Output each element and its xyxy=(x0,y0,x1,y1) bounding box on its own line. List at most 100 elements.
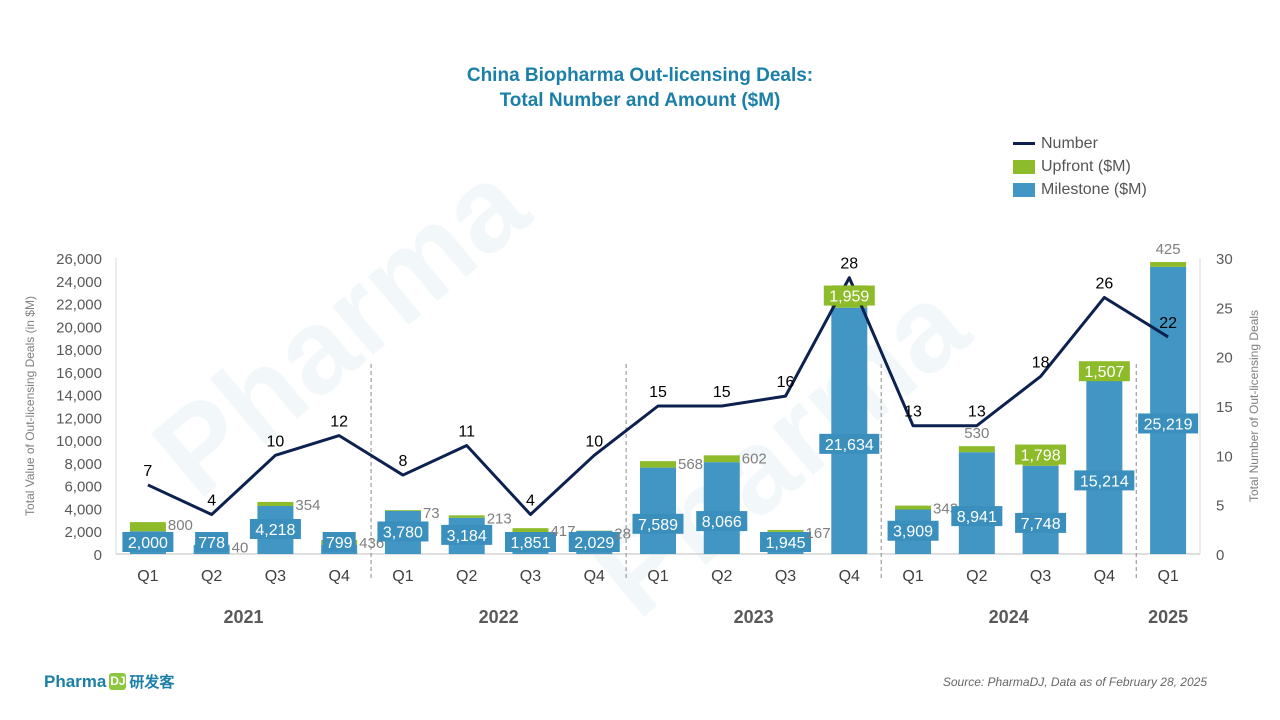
milestone-value-label-bg xyxy=(1015,512,1067,533)
x-tick-label: Q2 xyxy=(711,568,732,585)
y2-tick-label: 0 xyxy=(1216,547,1224,564)
milestone-value-label-bg xyxy=(696,511,748,532)
source-note: Source: PharmaDJ, Data as of February 28… xyxy=(942,675,1207,689)
upfront-value-label: 73 xyxy=(423,505,440,522)
milestone-value-label: 3,780 xyxy=(383,524,423,541)
y-tick-label: 26,000 xyxy=(56,251,102,268)
y-tick-label: 0 xyxy=(94,547,102,564)
legend-number-label: Number xyxy=(1041,134,1098,152)
upfront-bar xyxy=(129,522,166,532)
x-tick-label: Q2 xyxy=(456,568,477,585)
upfront-value-label: 1,959 xyxy=(829,289,869,306)
upfront-value-label: 28 xyxy=(614,526,631,543)
chart-title-line2: Total Number and Amount ($M) xyxy=(499,90,781,111)
milestone-value-label-bg xyxy=(504,532,556,552)
upfront-value-label: 1,507 xyxy=(1084,364,1124,381)
upfront-bar xyxy=(958,446,995,453)
x-tick-label: Q2 xyxy=(966,568,987,585)
pharmadj-logo: Pharma DJ 研发客 xyxy=(44,671,174,692)
y-tick-label: 22,000 xyxy=(56,297,102,314)
milestone-bar xyxy=(958,452,995,554)
legend-item-number: Number xyxy=(1013,132,1147,155)
y2-tick-label: 5 xyxy=(1216,498,1224,515)
x-tick-label: Q2 xyxy=(201,568,222,585)
upfront-bar xyxy=(895,505,932,510)
y2-tick-label: 15 xyxy=(1216,399,1233,416)
number-value-label: 4 xyxy=(207,493,216,510)
x-tick-label: Q1 xyxy=(392,568,413,585)
legend-number-line xyxy=(1013,142,1035,145)
upfront-value-label: 40 xyxy=(232,540,249,557)
milestone-value-label: 7,748 xyxy=(1021,516,1061,533)
legend-upfront-label: Upfront ($M) xyxy=(1041,157,1131,175)
number-value-label: 11 xyxy=(458,423,475,440)
milestone-bar xyxy=(1150,266,1187,554)
y-tick-label: 2,000 xyxy=(64,524,102,541)
upfront-bar xyxy=(448,515,485,518)
upfront-value-label: 213 xyxy=(487,510,512,527)
milestone-value-label-bg xyxy=(377,521,429,542)
milestone-value-label-bg xyxy=(819,433,880,454)
upfront-value-label: 530 xyxy=(964,425,989,442)
number-value-label: 8 xyxy=(398,453,407,470)
year-label: 2025 xyxy=(1148,607,1188,627)
upfront-bar xyxy=(384,510,421,511)
year-label: 2023 xyxy=(734,607,774,627)
y-tick-label: 18,000 xyxy=(56,342,102,359)
upfront-value-label: 602 xyxy=(742,450,767,467)
milestone-value-label-bg xyxy=(568,532,620,552)
milestone-value-label: 799 xyxy=(326,535,353,552)
number-value-label: 26 xyxy=(1095,275,1113,292)
year-label: 2021 xyxy=(224,607,264,627)
milestone-value-label: 2,000 xyxy=(128,535,168,552)
legend-item-upfront: Upfront ($M) xyxy=(1013,155,1147,178)
y2-axis-title: Total Number of Out-licensing Deals xyxy=(1247,310,1261,502)
milestone-value-label: 25,219 xyxy=(1144,416,1193,433)
milestone-value-label-bg xyxy=(322,532,356,552)
number-value-label: 12 xyxy=(330,414,348,431)
milestone-value-label: 3,909 xyxy=(893,524,933,541)
y-tick-label: 8,000 xyxy=(64,456,102,473)
y-tick-label: 10,000 xyxy=(56,433,102,450)
x-tick-label: Q4 xyxy=(839,568,860,585)
upfront-bar xyxy=(767,529,804,532)
number-value-label: 13 xyxy=(968,404,986,421)
x-tick-label: Q1 xyxy=(1157,568,1178,585)
y2-tick-label: 10 xyxy=(1216,448,1233,465)
milestone-value-label-bg xyxy=(1138,413,1199,434)
x-tick-label: Q4 xyxy=(584,568,605,585)
legend-item-milestone: Milestone ($M) xyxy=(1013,178,1147,201)
number-value-label: 10 xyxy=(585,433,603,450)
milestone-bar xyxy=(831,307,868,554)
upfront-bar xyxy=(257,501,294,506)
number-value-label: 28 xyxy=(840,256,858,273)
x-tick-label: Q3 xyxy=(1030,568,1051,585)
milestone-value-label-bg xyxy=(760,532,812,552)
upfront-bar xyxy=(703,455,740,463)
milestone-value-label: 8,066 xyxy=(702,514,742,531)
upfront-value-label: 800 xyxy=(168,517,193,534)
milestone-value-label: 15,214 xyxy=(1080,473,1129,490)
milestone-bar xyxy=(1022,465,1059,554)
milestone-value-label: 21,634 xyxy=(825,437,874,454)
number-value-label: 10 xyxy=(267,433,285,450)
upfront-bar xyxy=(512,528,549,533)
milestone-value-label: 7,589 xyxy=(638,517,678,534)
upfront-bar xyxy=(640,461,676,468)
legend-milestone-label: Milestone ($M) xyxy=(1041,180,1147,198)
milestone-bar xyxy=(640,467,676,554)
upfront-value-label: 1,798 xyxy=(1021,448,1061,465)
year-label: 2022 xyxy=(479,607,519,627)
logo-cn-text: 研发客 xyxy=(129,674,175,691)
x-tick-label: Q3 xyxy=(265,568,286,585)
y-tick-label: 6,000 xyxy=(64,479,102,496)
number-value-label: 7 xyxy=(143,463,152,480)
upfront-value-label: 354 xyxy=(295,497,320,514)
number-value-label: 18 xyxy=(1032,354,1050,371)
y2-tick-label: 20 xyxy=(1216,350,1233,367)
upfront-value-label-bg xyxy=(823,285,875,306)
legend: Number Upfront ($M) Milestone ($M) xyxy=(1013,132,1147,201)
legend-upfront-swatch xyxy=(1013,159,1035,174)
x-tick-label: Q1 xyxy=(137,568,158,585)
number-value-label: 13 xyxy=(904,404,922,421)
